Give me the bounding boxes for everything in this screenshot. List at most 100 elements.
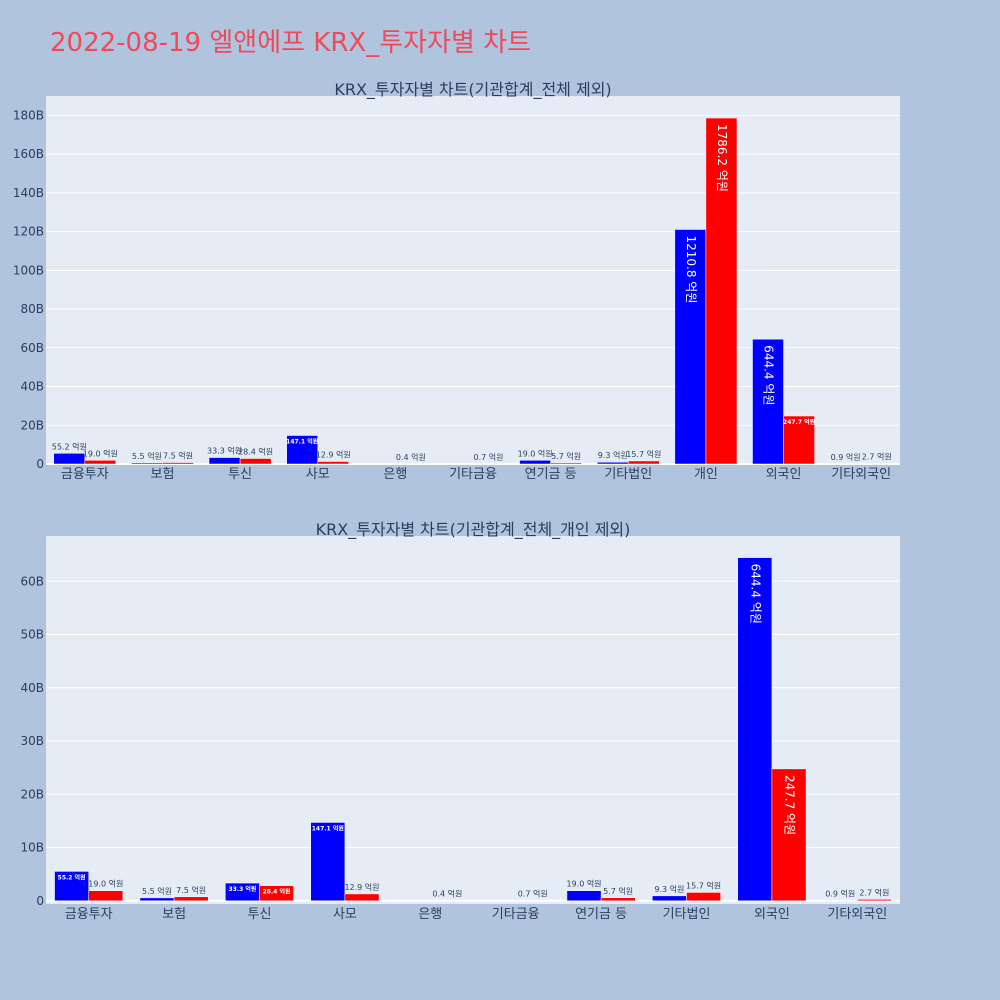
y-tick-label: 0 [36,457,44,471]
chart-1: 0 20B 40B 60B 80B 100B 120B 140B 160B 180B KRX_투자자… [13,80,900,482]
data-label: 5.5 억원 [142,886,172,896]
data-label: 7.5 억원 [176,885,206,895]
data-label: 147.1 억원 [312,824,344,832]
data-label: 247.7 억원 [783,418,815,426]
data-label: 12.9 억원 [344,882,379,892]
x-tick-label: 기타법인 [604,467,652,482]
y-tick-label: 100B [13,263,44,277]
data-label: 0.4 억원 [396,452,426,462]
data-label: 0.7 억원 [474,452,504,462]
page-title: 2022-08-19 엘앤에프 KRX_투자자별 차트 [50,28,532,58]
y-tick-label: 10B [20,841,44,855]
bar [239,458,272,465]
data-label: 12.9 억원 [316,450,351,460]
y-tick-label: 0 [36,894,44,908]
data-label: 19.0 억원 [518,448,553,458]
chart-title: KRX_투자자별 차트(기관합계_전체 제외) [334,80,611,100]
bar [860,463,893,465]
bar [628,460,660,465]
x-tick-label: 외국인 [766,467,802,482]
data-label: 644.4 억원 [748,564,762,624]
data-label: 0.7 억원 [518,888,548,898]
data-label: 55.2 억원 [58,873,86,881]
bar [752,338,784,465]
x-tick-label: 외국인 [754,907,790,922]
x-tick-label: 투신 [228,467,252,482]
data-label: 19.0 억원 [566,879,601,889]
x-tick-label: 기타금융 [492,907,540,922]
data-label: 19.0 억원 [88,879,123,889]
data-label: 1786.2 억원 [715,124,729,192]
bar [737,557,773,902]
x-tick-label: 금융투자 [61,467,109,482]
y-tick-label: 40B [20,380,44,394]
x-tick-label: 사모 [306,467,330,482]
data-label: 5.5 억원 [132,451,162,461]
bar [771,768,807,902]
y-tick-label: 140B [13,186,44,200]
y-tick-label: 50B [20,628,44,642]
chart-2: 0 10B 20B 30B 40B 50B 60B KRX_투자자별 차트(기관합계_전체_개… [20,520,900,922]
x-tick-label: 연기금 등 [575,907,627,922]
bar [596,461,629,465]
data-label: 28.4 억원 [263,888,291,896]
x-tick-label: 은행 [383,466,407,482]
data-label: 33.3 억원 [228,885,256,893]
bar [705,117,738,465]
bar [857,899,892,902]
x-tick-label: 투신 [248,907,272,922]
x-tick-label: 기타법인 [663,907,711,922]
x-tick-label: 기타외국인 [827,907,887,922]
data-label: 55.2 억원 [52,441,87,451]
data-label: 147.1 억원 [286,438,318,446]
y-tick-label: 30B [20,734,44,748]
data-label: 19.0 억원 [83,448,118,458]
data-label: 15.7 억원 [626,449,661,459]
bar [84,460,117,465]
bar [674,229,707,465]
bar [566,890,602,902]
x-tick-label: 사모 [333,907,357,922]
y-tick-label: 120B [13,225,44,239]
bar [686,892,721,902]
y-tick-label: 160B [13,147,44,161]
x-tick-label: 금융투자 [65,907,113,922]
bar [344,893,380,902]
data-label: 9.3 억원 [598,450,628,460]
y-tick-label: 80B [20,302,44,316]
bar [139,897,175,902]
bar [53,453,86,465]
chart-title: KRX_투자자별 차트(기관합계_전체_개인 제외) [316,520,631,540]
data-label: 247.7 억원 [782,775,796,835]
data-label: 28.4 억원 [238,446,273,456]
data-label: 0.4 억원 [432,889,462,899]
y-tick-label: 60B [20,341,44,355]
data-label: 5.7 억원 [603,886,633,896]
bar [783,415,815,465]
data-label: 7.5 억원 [163,451,193,461]
x-tick-label: 보험 [162,907,186,922]
x-tick-label: 보험 [150,467,174,482]
bar [259,885,294,902]
data-label: 2.7 억원 [859,887,889,897]
bar [208,457,241,465]
y-tick-label: 40B [20,681,44,695]
x-tick-label: 기타금융 [449,467,497,482]
data-label: 1210.8 억원 [684,235,698,303]
data-label: 9.3 억원 [654,884,684,894]
data-label: 2.7 억원 [862,451,892,461]
data-label: 0.9 억원 [831,452,861,462]
bar [519,460,551,465]
x-tick-label: 기타외국인 [831,467,891,482]
x-tick-label: 연기금 등 [525,467,577,482]
bar [286,435,318,465]
bar [600,897,636,902]
data-label: 15.7 억원 [686,880,721,890]
x-tick-label: 은행 [418,906,442,922]
bar [54,871,89,902]
y-tick-label: 180B [13,108,44,122]
bar [652,895,687,902]
bar [88,890,124,902]
bar [162,462,194,465]
